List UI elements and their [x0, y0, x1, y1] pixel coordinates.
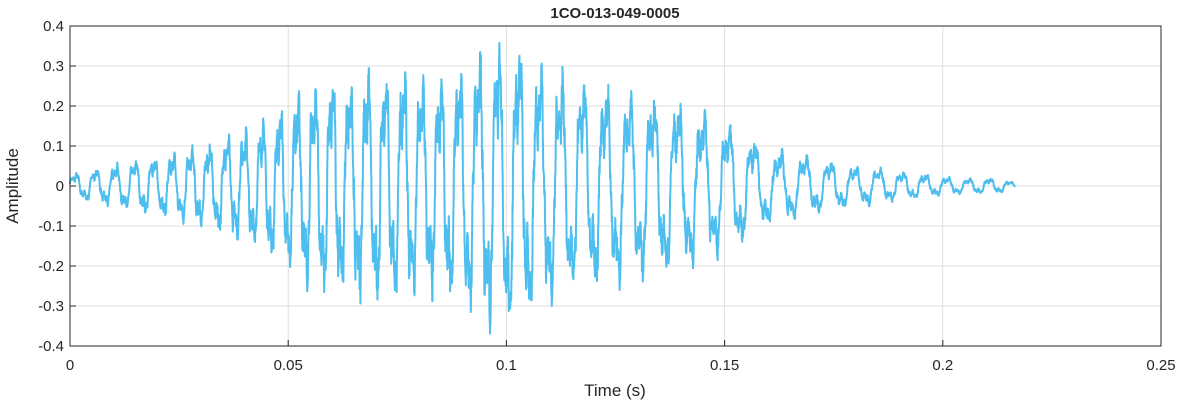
chart-title: 1CO-013-049-0005: [550, 5, 679, 22]
x-axis-label: Time (s): [584, 381, 646, 400]
y-axis-label: Amplitude: [3, 148, 22, 224]
waveform-line: [69, 41, 1016, 335]
x-tick-label: 0.25: [1146, 357, 1175, 374]
y-tick-label: -0.2: [38, 258, 64, 275]
y-tick-label: -0.3: [38, 298, 64, 315]
y-tick-label: -0.4: [38, 338, 64, 355]
y-tick-label: 0.2: [43, 98, 64, 115]
grid-lines: [70, 26, 1161, 346]
y-tick-label: 0.4: [43, 18, 64, 35]
x-tick-label: 0.05: [274, 357, 303, 374]
y-tick-label: 0.3: [43, 58, 64, 75]
x-tick-label: 0.15: [710, 357, 739, 374]
x-tick-label: 0.2: [932, 357, 953, 374]
y-tick-label: -0.1: [38, 218, 64, 235]
x-tick-label: 0: [66, 357, 74, 374]
tick-labels: 0 0.05 0.1 0.15 0.2 0.25 -0.4 -0.3 -0.2 -0.1 0 0.1 0…: [38, 18, 1175, 374]
y-tick-label: 0: [56, 178, 64, 195]
plot-area: [69, 41, 1016, 335]
x-tick-label: 0.1: [496, 357, 517, 374]
y-tick-label: 0.1: [43, 138, 64, 155]
